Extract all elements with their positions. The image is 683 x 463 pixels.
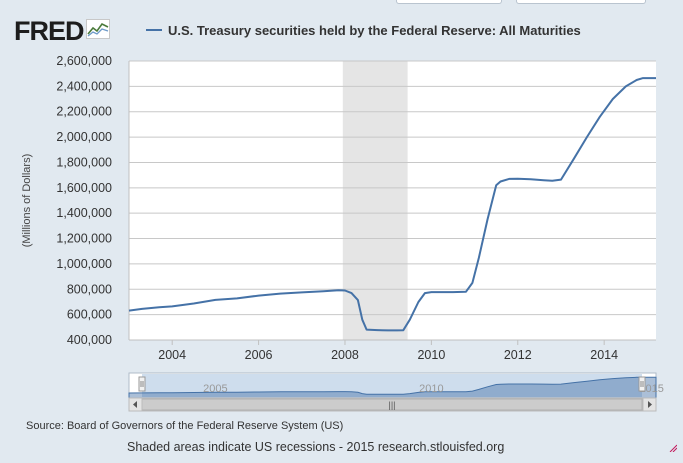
x-tick-label: 2006 — [245, 348, 273, 362]
y-tick-label: 1,800,000 — [56, 155, 112, 169]
scroll-left-arrow-icon — [133, 401, 137, 408]
y-tick-label: 1,200,000 — [56, 232, 112, 246]
y-tick-label: 2,400,000 — [56, 79, 112, 93]
navigator-handle[interactable] — [138, 376, 146, 392]
y-tick-label: 2,000,000 — [56, 130, 112, 144]
y-tick-label: 2,200,000 — [56, 105, 112, 119]
legend-line-swatch — [146, 29, 162, 31]
scrollbar-grip: ||| — [388, 400, 395, 410]
y-tick-label: 1,400,000 — [56, 206, 112, 220]
navigator-selection — [142, 374, 642, 397]
navigator-label: 2005 — [203, 383, 227, 395]
source-note: Source: Board of Governors of the Federa… — [26, 420, 344, 432]
x-tick-label: 2004 — [158, 348, 186, 362]
y-tick-label: 400,000 — [67, 333, 112, 347]
top-tab-2[interactable] — [516, 0, 646, 4]
recession-note: Shaded areas indicate US recessions - 20… — [127, 440, 505, 454]
navigator-label: 2015 — [639, 383, 663, 395]
resize-grip-icon[interactable] — [669, 439, 678, 457]
x-tick-label: 2010 — [417, 348, 445, 362]
x-tick-label: 2012 — [504, 348, 532, 362]
top-tab-1[interactable] — [396, 0, 502, 4]
navigator-handle[interactable] — [638, 376, 646, 392]
y-axis-label: (Millions of Dollars) — [21, 154, 33, 248]
y-tick-label: 1,000,000 — [56, 257, 112, 271]
scroll-right-arrow-icon — [648, 401, 652, 408]
recession-band — [342, 61, 408, 340]
chart-legend[interactable]: U.S. Treasury securities held by the Fed… — [146, 20, 581, 40]
x-tick-label: 2014 — [590, 348, 618, 362]
series-line[interactable] — [128, 77, 656, 332]
fred-logo[interactable]: FRED — [14, 16, 110, 46]
y-tick-label: 1,600,000 — [56, 181, 112, 195]
y-tick-label: 800,000 — [67, 282, 112, 296]
y-tick-label: 2,600,000 — [56, 54, 112, 68]
x-tick-label: 2008 — [331, 348, 359, 362]
fred-logo-text: FRED — [14, 15, 84, 46]
navigator-label: 2010 — [419, 383, 443, 395]
navigator-series-area — [128, 376, 657, 399]
legend-label: U.S. Treasury securities held by the Fed… — [168, 22, 581, 38]
fred-chart-icon — [85, 18, 110, 44]
y-tick-label: 600,000 — [67, 308, 112, 322]
